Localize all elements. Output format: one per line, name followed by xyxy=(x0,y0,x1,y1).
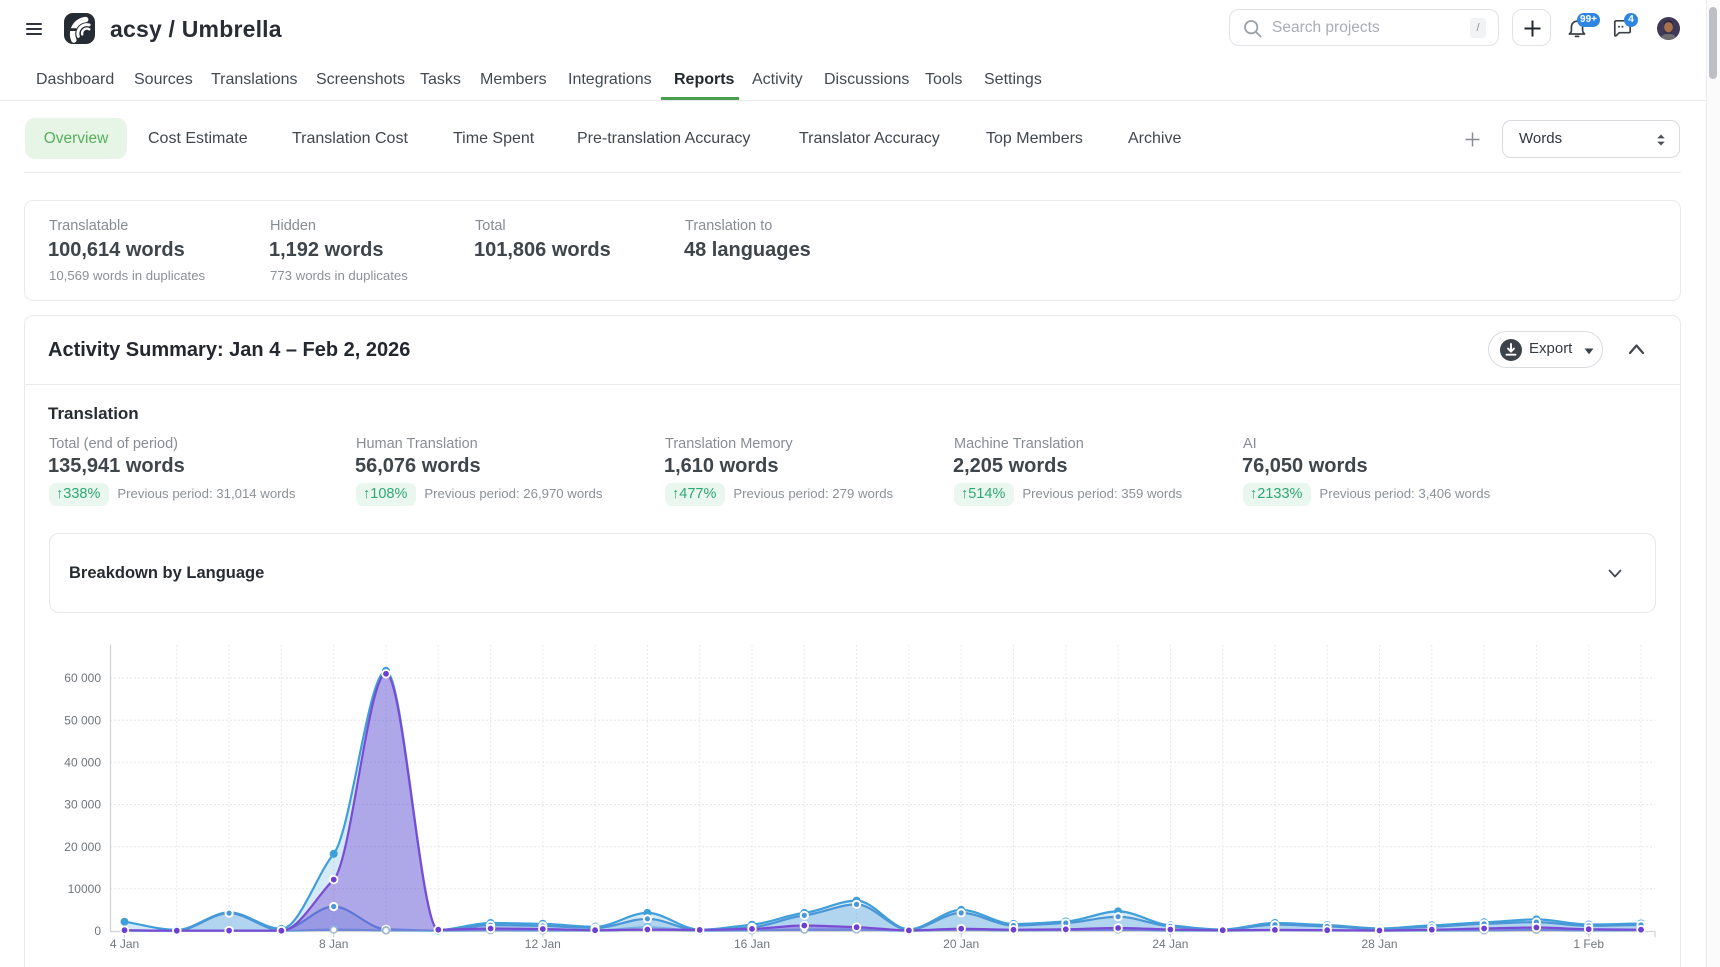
svg-text:10000: 10000 xyxy=(68,882,102,896)
svg-text:16 Jan: 16 Jan xyxy=(734,937,770,951)
svg-text:28 Jan: 28 Jan xyxy=(1361,937,1397,951)
svg-text:4 Jan: 4 Jan xyxy=(110,937,139,951)
svg-text:40 000: 40 000 xyxy=(64,756,101,770)
svg-text:30 000: 30 000 xyxy=(64,798,101,812)
svg-text:20 000: 20 000 xyxy=(64,840,101,854)
svg-text:8 Jan: 8 Jan xyxy=(319,937,348,951)
svg-text:20 Jan: 20 Jan xyxy=(943,937,979,951)
svg-text:60 000: 60 000 xyxy=(64,671,101,685)
svg-text:50 000: 50 000 xyxy=(64,713,101,727)
svg-text:1 Feb: 1 Feb xyxy=(1573,937,1604,951)
svg-text:24 Jan: 24 Jan xyxy=(1152,937,1188,951)
svg-text:0: 0 xyxy=(94,924,101,938)
svg-text:12 Jan: 12 Jan xyxy=(525,937,561,951)
